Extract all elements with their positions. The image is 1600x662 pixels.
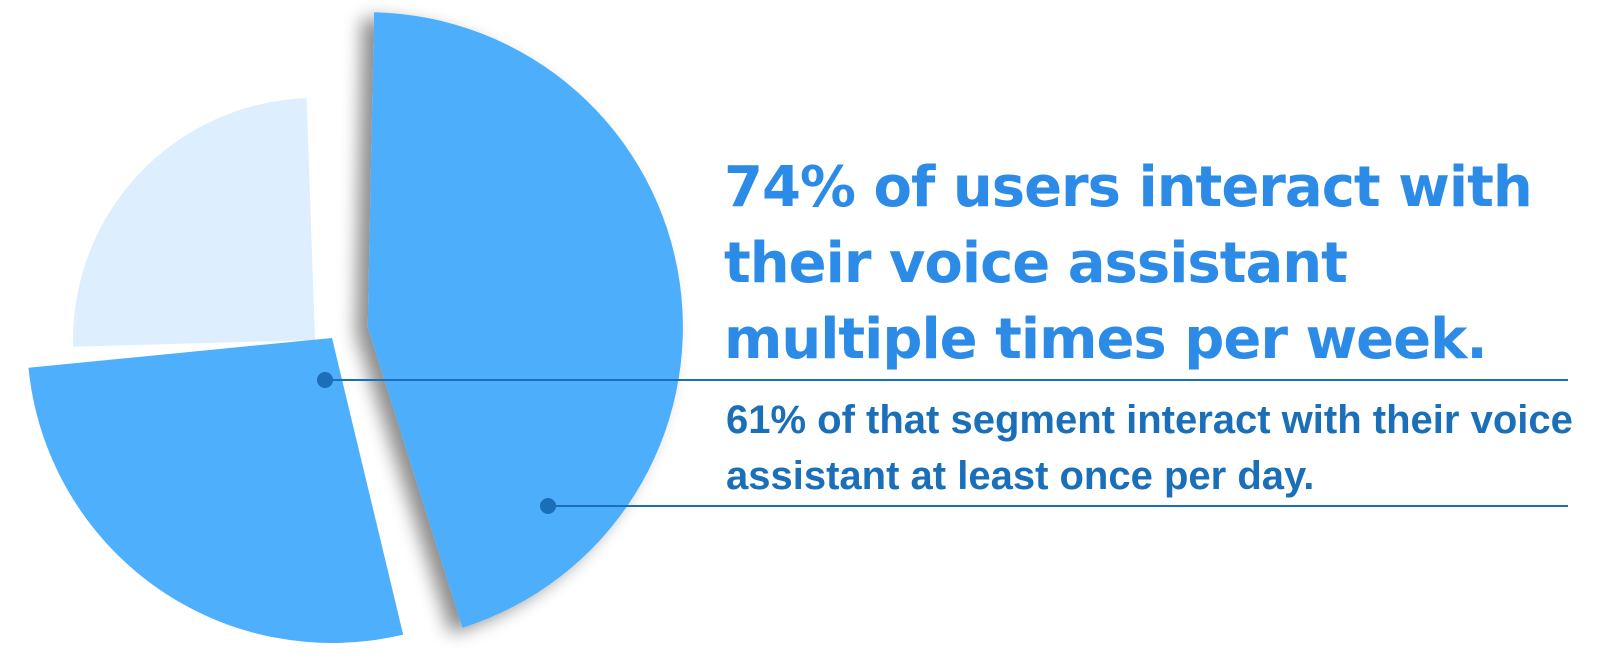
headline-stat: 74% of users interact with their voice a… bbox=[724, 155, 1533, 372]
leader-annotation-74-dot bbox=[317, 372, 333, 388]
pie-slice-main-subsegment bbox=[367, 12, 683, 628]
pie-slice-rest bbox=[73, 98, 315, 347]
pie-slice-main-remainder bbox=[28, 338, 404, 644]
leader-annotation-61-dot bbox=[540, 498, 556, 514]
subline-stat: 61% of that segment interact with their … bbox=[726, 398, 1573, 498]
